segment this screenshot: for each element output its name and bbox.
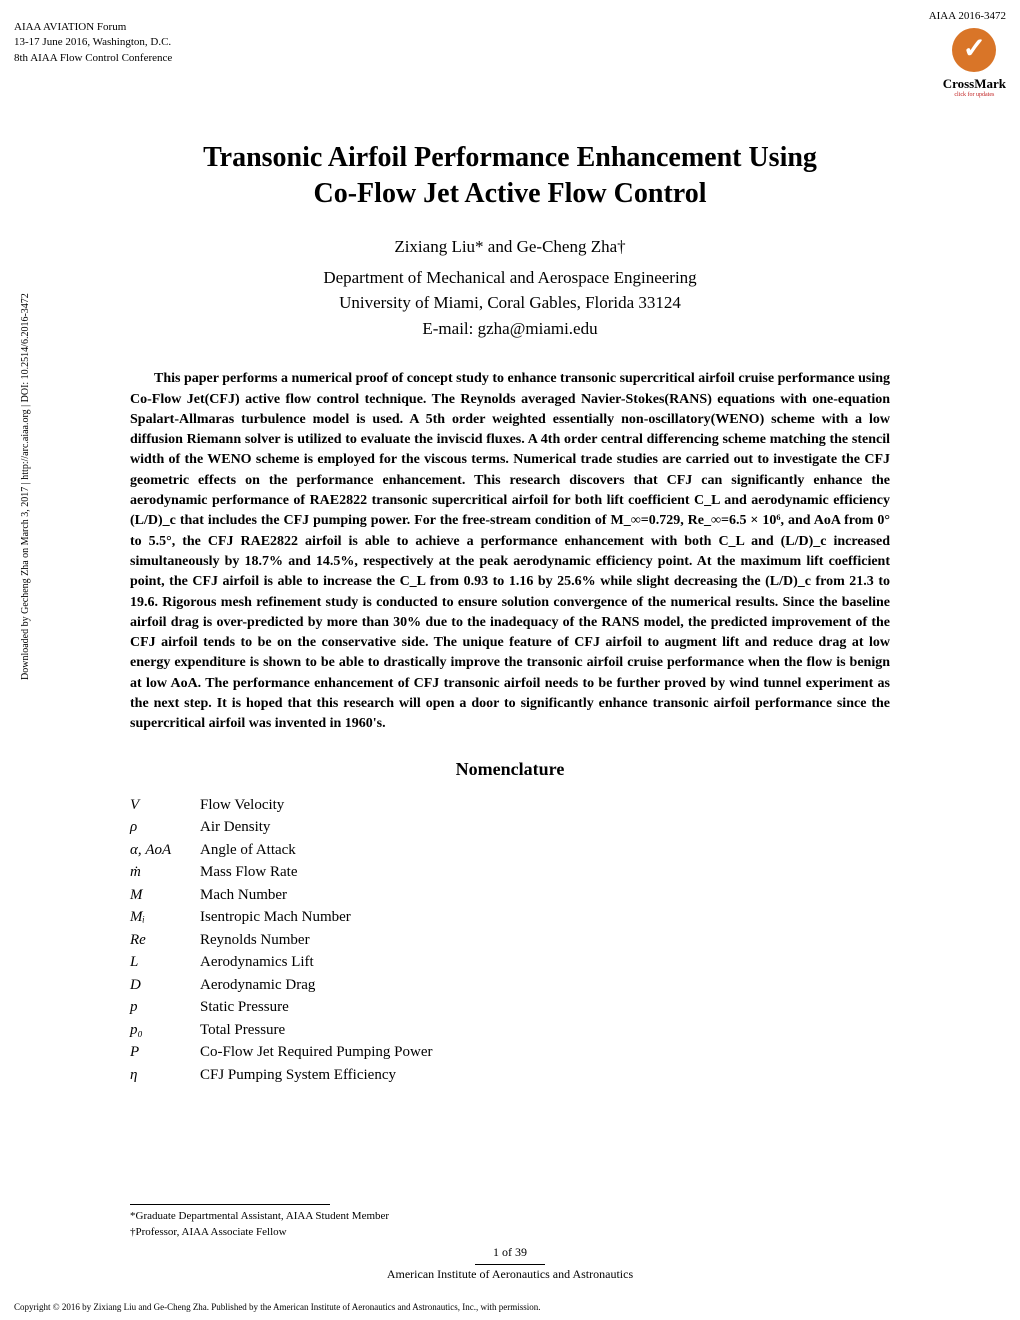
nomenclature-heading: Nomenclature: [80, 759, 940, 780]
nomen-row: DAerodynamic Drag: [130, 974, 890, 997]
nomen-sym: ṁ: [130, 861, 200, 884]
nomen-row: α, AoAAngle of Attack: [130, 839, 890, 862]
header-left: AIAA AVIATION Forum 13-17 June 2016, Was…: [14, 20, 172, 66]
nomen-def: Static Pressure: [200, 996, 890, 1019]
forum-date: 13-17 June 2016, Washington, D.C.: [14, 35, 172, 50]
nomen-def: Air Density: [200, 816, 890, 839]
nomen-def: Isentropic Mach Number: [200, 906, 890, 929]
nomen-def: Mach Number: [200, 884, 890, 907]
nomen-sym: Re: [130, 929, 200, 952]
nomen-row: MMach Number: [130, 884, 890, 907]
nomen-sym: M: [130, 884, 200, 907]
nomen-sym: α, AoA: [130, 839, 200, 862]
footnotes: *Graduate Departmental Assistant, AIAA S…: [130, 1204, 890, 1240]
crossmark-sublabel: click for updates: [943, 92, 1006, 98]
authors: Zixiang Liu* and Ge-Cheng Zha†: [80, 237, 940, 257]
nomen-sym: ρ: [130, 816, 200, 839]
crossmark-label: CrossMark: [943, 76, 1006, 92]
nomen-sym: Mᵢ: [130, 906, 200, 929]
copyright: Copyright © 2016 by Zixiang Liu and Ge-C…: [14, 1302, 541, 1312]
nomen-sym: V: [130, 794, 200, 817]
nomen-sym: P: [130, 1041, 200, 1064]
title-line-1: Transonic Airfoil Performance Enhancemen…: [80, 140, 940, 176]
nomen-row: pStatic Pressure: [130, 996, 890, 1019]
nomen-row: MᵢIsentropic Mach Number: [130, 906, 890, 929]
affiliation-dept: Department of Mechanical and Aerospace E…: [80, 265, 940, 291]
nomen-def: CFJ Pumping System Efficiency: [200, 1064, 890, 1087]
paper-title: Transonic Airfoil Performance Enhancemen…: [80, 140, 940, 213]
nomen-sym: p: [130, 996, 200, 1019]
page-number: 1 of 39: [493, 1245, 527, 1262]
download-attribution: Downloaded by Gecheng Zha on March 3, 20…: [20, 293, 31, 680]
nomen-row: ηCFJ Pumping System Efficiency: [130, 1064, 890, 1087]
footnote-2: †Professor, AIAA Associate Fellow: [130, 1225, 890, 1240]
nomen-def: Mass Flow Rate: [200, 861, 890, 884]
paper-number: AIAA 2016-3472: [929, 10, 1006, 22]
nomen-sym: p₀: [130, 1019, 200, 1042]
crossmark-badge[interactable]: CrossMark click for updates: [943, 28, 1006, 98]
nomen-def: Co-Flow Jet Required Pumping Power: [200, 1041, 890, 1064]
nomen-def: Total Pressure: [200, 1019, 890, 1042]
nomen-row: ReReynolds Number: [130, 929, 890, 952]
affiliation: Department of Mechanical and Aerospace E…: [80, 265, 940, 342]
nomen-def: Aerodynamic Drag: [200, 974, 890, 997]
nomen-row: LAerodynamics Lift: [130, 951, 890, 974]
nomen-sym: D: [130, 974, 200, 997]
footnote-rule: [130, 1204, 330, 1205]
publisher: American Institute of Aeronautics and As…: [0, 1267, 1020, 1282]
nomen-row: PCo-Flow Jet Required Pumping Power: [130, 1041, 890, 1064]
nomen-def: Flow Velocity: [200, 794, 890, 817]
nomen-sym: η: [130, 1064, 200, 1087]
nomen-def: Reynolds Number: [200, 929, 890, 952]
affiliation-email: E-mail: gzha@miami.edu: [80, 316, 940, 342]
nomen-row: ρAir Density: [130, 816, 890, 839]
forum-name: AIAA AVIATION Forum: [14, 20, 172, 35]
nomen-def: Aerodynamics Lift: [200, 951, 890, 974]
main-content: Transonic Airfoil Performance Enhancemen…: [80, 140, 940, 1086]
page-rule: [475, 1264, 545, 1265]
nomen-sym: L: [130, 951, 200, 974]
affiliation-univ: University of Miami, Coral Gables, Flori…: [80, 290, 940, 316]
nomen-row: ṁMass Flow Rate: [130, 861, 890, 884]
nomen-row: p₀Total Pressure: [130, 1019, 890, 1042]
nomenclature-list: VFlow Velocity ρAir Density α, AoAAngle …: [130, 794, 890, 1087]
nomen-row: VFlow Velocity: [130, 794, 890, 817]
page-footer: 1 of 39 American Institute of Aeronautic…: [0, 1245, 1020, 1282]
conference-name: 8th AIAA Flow Control Conference: [14, 51, 172, 66]
crossmark-icon: [952, 28, 996, 72]
footnote-1: *Graduate Departmental Assistant, AIAA S…: [130, 1209, 890, 1224]
title-line-2: Co-Flow Jet Active Flow Control: [80, 176, 940, 212]
nomen-def: Angle of Attack: [200, 839, 890, 862]
abstract: This paper performs a numerical proof of…: [130, 369, 890, 734]
